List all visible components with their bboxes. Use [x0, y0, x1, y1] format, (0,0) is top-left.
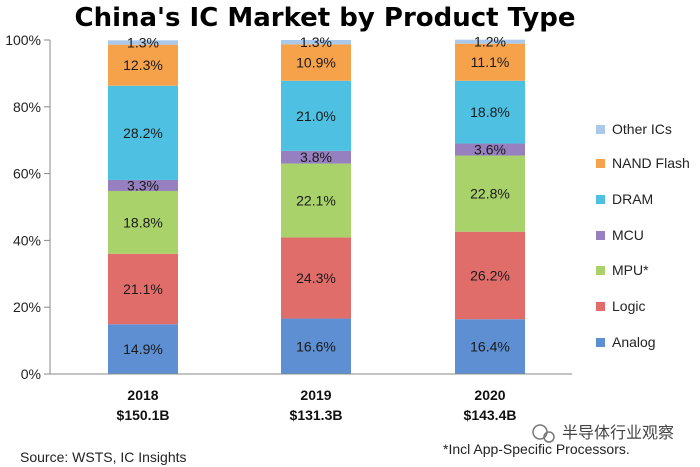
- data-label: 10.9%: [296, 55, 336, 71]
- data-label: 24.3%: [296, 270, 336, 286]
- bar-segment-mpu: [108, 190, 178, 254]
- bar-segment-mcu: [108, 179, 178, 191]
- watermark: 半导体行业观察: [532, 424, 674, 443]
- data-label: 3.8%: [300, 149, 332, 165]
- data-label: 21.0%: [296, 108, 336, 124]
- bar-segment-mcu: [281, 150, 351, 164]
- legend-label: MPU*: [612, 262, 649, 278]
- legend-label: MCU: [612, 227, 644, 243]
- data-label: 3.3%: [127, 177, 159, 193]
- legend-swatch: [596, 159, 605, 168]
- data-label: 12.3%: [123, 57, 163, 73]
- data-label: 1.3%: [127, 35, 159, 51]
- bar-segment-analog: [281, 318, 351, 374]
- legend-swatch: [596, 231, 605, 240]
- x-category-label: 2018: [127, 387, 158, 403]
- data-label: 14.9%: [123, 341, 163, 357]
- data-label: 26.2%: [470, 267, 510, 283]
- y-tick-label: 40%: [13, 232, 41, 248]
- y-tick-label: 60%: [13, 166, 41, 182]
- legend-swatch: [596, 302, 605, 311]
- data-label: 11.1%: [471, 54, 510, 70]
- data-label: 16.6%: [296, 338, 336, 354]
- bar-segment-logic: [108, 253, 178, 325]
- bar-segment-logic: [281, 237, 351, 319]
- bar-segment-dram: [108, 85, 178, 180]
- watermark-text: 半导体行业观察: [562, 424, 674, 442]
- bar-segment-mpu: [281, 163, 351, 238]
- data-label: 21.1%: [123, 281, 163, 297]
- bar-segment-other-ics: [455, 39, 525, 44]
- x-category-sublabel: $131.3B: [290, 407, 343, 423]
- bar-segment-mpu: [455, 155, 525, 232]
- legend-swatch: [596, 195, 605, 204]
- bar-segment-nand-flash: [455, 43, 525, 81]
- data-label: 22.8%: [470, 186, 510, 202]
- data-label: 16.4%: [470, 339, 510, 355]
- data-label: 18.8%: [123, 214, 163, 230]
- x-category-sublabel: $143.4B: [464, 407, 517, 423]
- data-label: 3.6%: [474, 142, 506, 158]
- legend-label: Analog: [612, 334, 656, 350]
- bar-segment-mcu: [455, 143, 525, 156]
- x-axis: 2018 $150.1B 2019 $131.3B 2020 $143.4B: [50, 373, 572, 423]
- bar-segment-other-ics: [108, 40, 178, 45]
- data-label: 1.2%: [474, 34, 506, 50]
- bar-segment-logic: [455, 231, 525, 320]
- legend: Other ICs NAND Flash DRAM MCU MPU* Logic Analo…: [596, 121, 690, 350]
- wechat-icon: [532, 424, 555, 443]
- bar-segment-analog: [455, 319, 525, 374]
- y-axis: 0% 20% 40% 60% 80% 100%: [5, 32, 51, 382]
- legend-label: Logic: [612, 298, 645, 314]
- legend-swatch: [596, 338, 605, 347]
- y-tick-label: 0%: [21, 366, 41, 382]
- legend-label: DRAM: [612, 191, 653, 207]
- y-tick-label: 100%: [5, 32, 41, 48]
- x-category-label: 2020: [474, 387, 505, 403]
- chart-title: China's IC Market by Product Type: [74, 3, 575, 33]
- legend-label: NAND Flash: [612, 155, 690, 171]
- data-label: 1.3%: [300, 34, 332, 50]
- data-label: 22.1%: [296, 192, 336, 208]
- data-label: 18.8%: [470, 104, 510, 120]
- legend-swatch: [596, 266, 605, 275]
- bar-segment-dram: [455, 80, 525, 144]
- bar-segment-dram: [281, 80, 351, 151]
- source-note: Source: WSTS, IC Insights: [20, 449, 187, 465]
- bars: 14.9% 21.1% 18.8% 3.3% 28.2% 12.3% 1.3% 16.6% 24…: [108, 34, 525, 374]
- bar-segment-other-ics: [281, 40, 351, 45]
- legend-swatch: [596, 125, 605, 134]
- y-tick-label: 20%: [13, 299, 41, 315]
- bar-segment-nand-flash: [281, 44, 351, 81]
- footnote: *Incl App-Specific Processors.: [443, 441, 630, 457]
- legend-label: Other ICs: [612, 121, 672, 137]
- y-tick-label: 80%: [13, 99, 41, 115]
- bar-segment-nand-flash: [108, 44, 178, 86]
- x-category-label: 2019: [300, 387, 331, 403]
- data-label: 28.2%: [123, 125, 163, 141]
- x-category-sublabel: $150.1B: [117, 407, 170, 423]
- bar-segment-analog: [108, 324, 178, 374]
